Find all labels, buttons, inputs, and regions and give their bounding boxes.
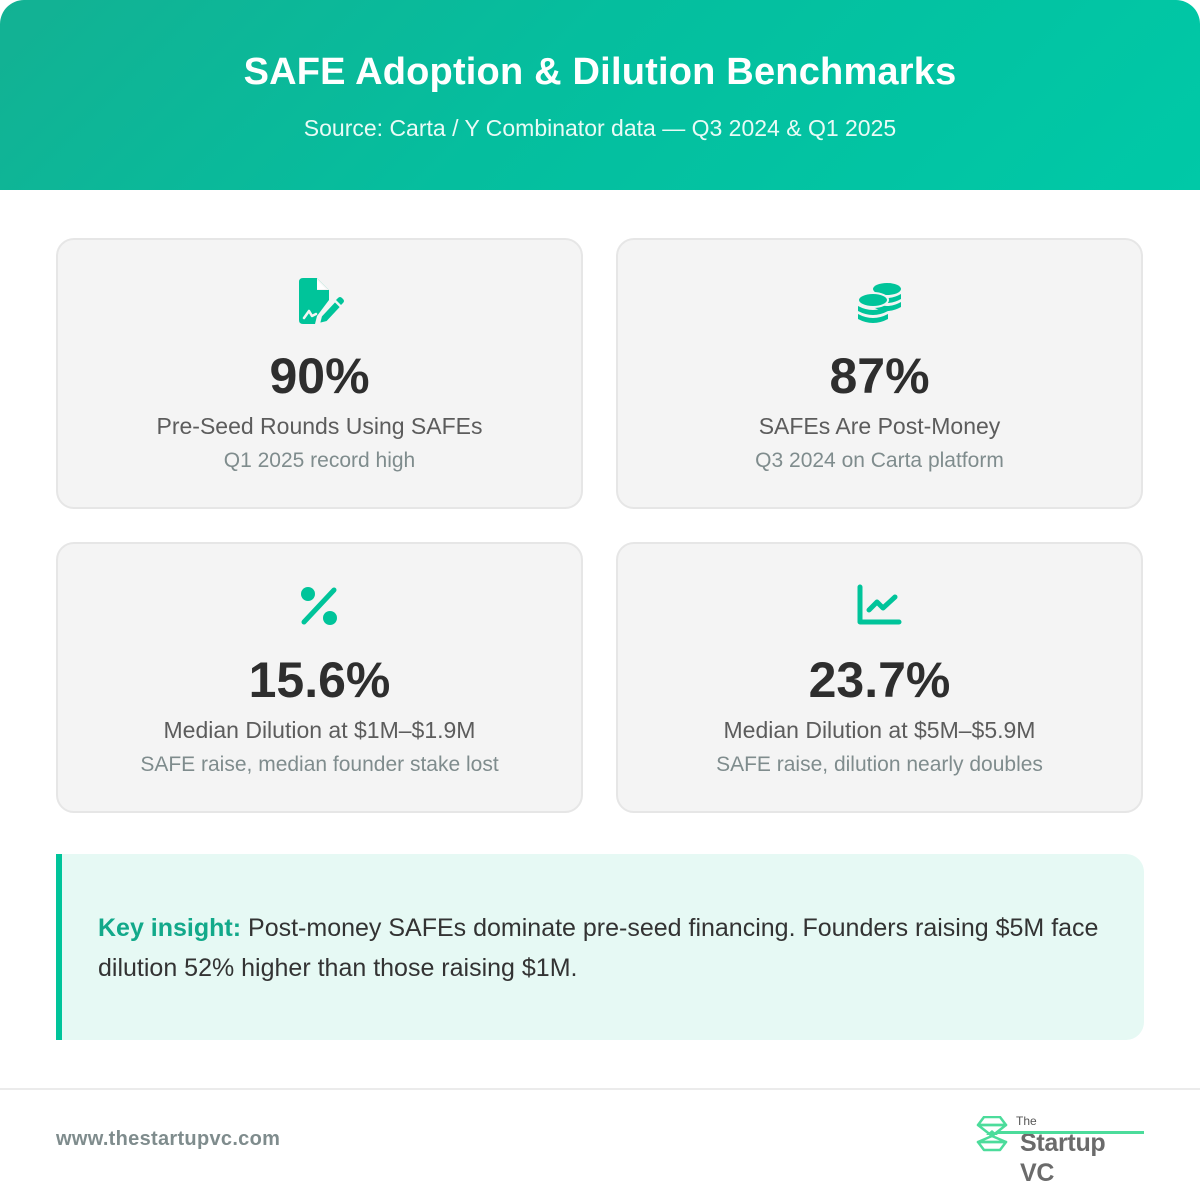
stat-card-dilution-1m: 15.6% Median Dilution at $1M–$1.9M SAFE …	[56, 542, 583, 813]
footer-divider	[0, 1088, 1200, 1090]
key-insight-callout: Key insight: Post-money SAFEs dominate p…	[56, 854, 1144, 1040]
stat-card-post-money: 87% SAFEs Are Post-Money Q3 2024 on Cart…	[616, 238, 1143, 509]
stat-value: 15.6%	[248, 652, 391, 708]
stat-value: 87%	[829, 348, 930, 404]
logo-the-text: The	[1016, 1114, 1037, 1128]
coins-icon	[855, 278, 905, 328]
insight-key-label: Key insight:	[98, 914, 242, 942]
percent-icon	[295, 582, 345, 632]
insight-text: Key insight: Post-money SAFEs dominate p…	[98, 908, 1104, 988]
stat-label: SAFEs Are Post-Money	[758, 413, 1001, 439]
website-link[interactable]: www.thestartupvc.com	[56, 1128, 281, 1150]
stat-sublabel: Q3 2024 on Carta platform	[755, 449, 1004, 472]
stat-value: 90%	[269, 348, 370, 404]
file-signature-icon	[295, 278, 345, 328]
stat-sublabel: SAFE raise, median founder stake lost	[140, 753, 499, 776]
stat-card-dilution-5m: 23.7% Median Dilution at $5M–$5.9M SAFE …	[616, 542, 1143, 813]
header-banner: SAFE Adoption & Dilution Benchmarks Sour…	[0, 0, 1200, 190]
page-title: SAFE Adoption & Dilution Benchmarks	[243, 51, 957, 93]
stat-label: Pre-Seed Rounds Using SAFEs	[156, 413, 483, 439]
stat-sublabel: Q1 2025 record high	[223, 449, 416, 472]
stat-card-presseed-safes: 90% Pre-Seed Rounds Using SAFEs Q1 2025 …	[56, 238, 583, 509]
startup-vc-logo-mark-icon	[976, 1116, 1008, 1152]
brand-logo: The Startup VC	[974, 1112, 1146, 1187]
stat-label: Median Dilution at $1M–$1.9M	[163, 717, 476, 743]
insight-body: Post-money SAFEs dominate pre-seed finan…	[98, 914, 1099, 982]
stat-value: 23.7%	[808, 652, 951, 708]
logo-brand-text: Startup VC	[1020, 1129, 1106, 1187]
stat-sublabel: SAFE raise, dilution nearly doubles	[716, 753, 1043, 776]
logo-accent-bar	[996, 1131, 1144, 1134]
chart-line-icon	[855, 582, 905, 632]
stat-label: Median Dilution at $5M–$5.9M	[723, 717, 1036, 743]
page-subtitle: Source: Carta / Y Combinator data — Q3 2…	[303, 115, 897, 141]
